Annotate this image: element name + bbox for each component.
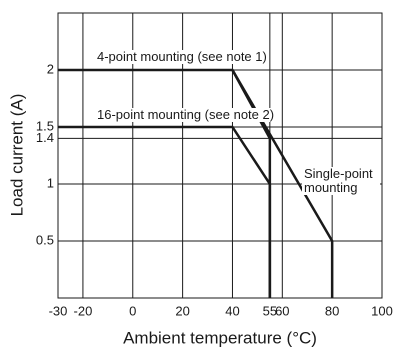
x-tick-label: 100 — [371, 303, 393, 318]
series-line — [58, 125, 272, 298]
x-tick-label: 40 — [225, 303, 239, 318]
x-tick-label: 80 — [325, 303, 339, 318]
series-label: Single-point mounting — [302, 167, 380, 195]
y-tick-label: 2 — [47, 61, 54, 76]
x-tick-label: 55 — [263, 303, 277, 318]
y-tick-label: 1 — [47, 175, 54, 190]
series-label: 4-point mounting (see note 1) — [95, 49, 269, 64]
x-tick-label: 20 — [175, 303, 189, 318]
x-tick-label: 0 — [129, 303, 136, 318]
x-tick-label: -20 — [74, 303, 93, 318]
y-axis-title: Load current (A) — [7, 94, 26, 217]
y-tick-label: 0.5 — [36, 232, 54, 247]
series-label: 16-point mounting (see note 2) — [95, 107, 277, 122]
y-tick-label: 1.4 — [36, 130, 54, 145]
x-tick-label: -30 — [49, 303, 68, 318]
series-line — [231, 69, 334, 298]
y-tick-label: 1.5 — [36, 118, 54, 133]
x-tick-label: 60 — [275, 303, 289, 318]
x-axis-title: Ambient temperature (°C) — [123, 328, 317, 347]
